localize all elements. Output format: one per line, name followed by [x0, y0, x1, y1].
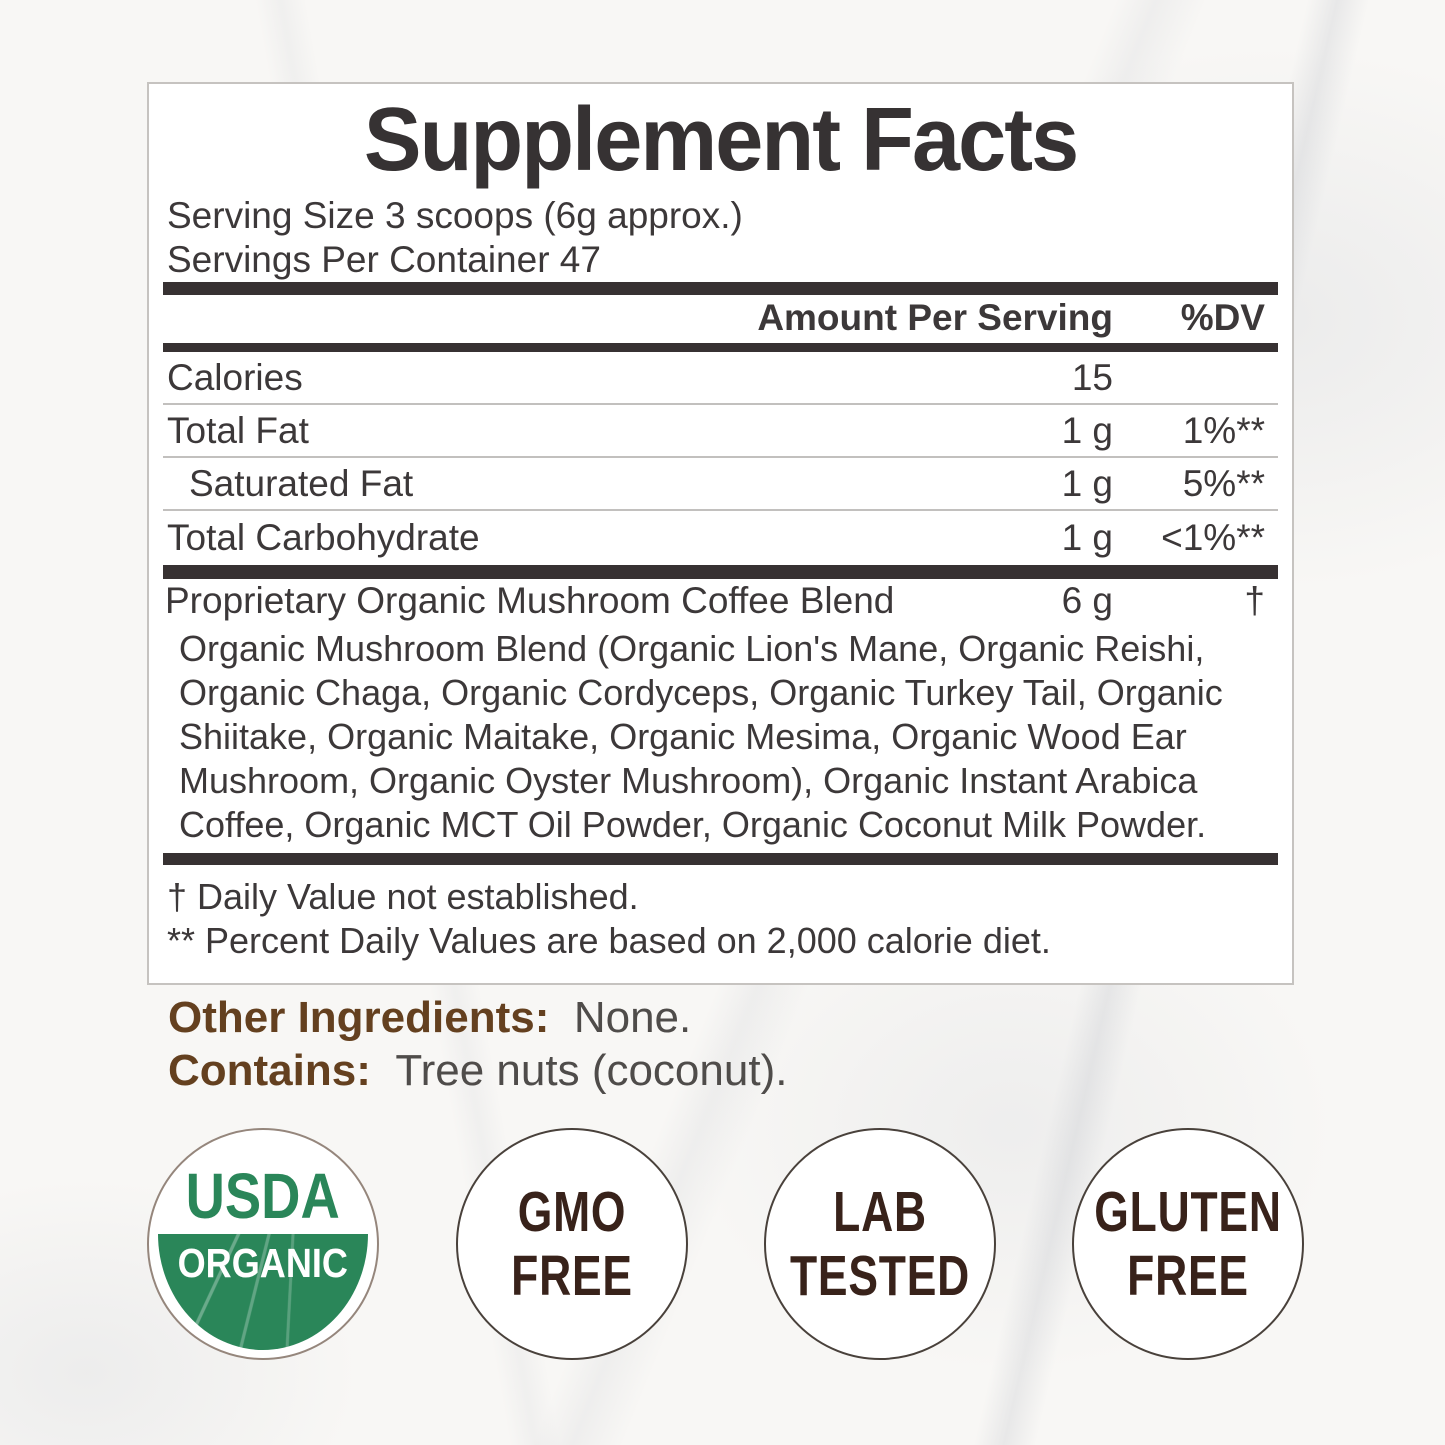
nutrient-row-calories: Calories 15 [163, 352, 1278, 405]
divider-bar-thick [163, 282, 1278, 295]
organic-wordmark: ORGANIC [177, 1240, 349, 1286]
column-header-amount: Amount Per Serving [757, 297, 1113, 338]
blend-ingredients: Organic Mushroom Blend (Organic Lion's M… [179, 628, 1223, 845]
servings-per-container: Servings Per Container 47 [167, 239, 601, 280]
other-ingredients-value: None. [573, 993, 692, 1042]
nutrient-amount: 1 g [1061, 517, 1113, 558]
nutrient-label: Saturated Fat [189, 462, 414, 504]
column-header-dv: %DV [1180, 297, 1265, 338]
supplement-facts-panel: Supplement Facts Serving Size 3 scoops (… [147, 82, 1294, 985]
column-header-row: Amount Per Serving %DV [163, 295, 1278, 343]
divider-bar-medium [163, 343, 1278, 352]
contains-line: Contains: Tree nuts (coconut). [168, 1046, 787, 1096]
nutrient-row-saturated-fat: Saturated Fat 1 g 5%** [163, 458, 1278, 511]
nutrient-row-total-fat: Total Fat 1 g 1%** [163, 405, 1278, 458]
lab-tested-badge: LAB TESTED [764, 1128, 996, 1360]
nutrient-row-total-carbohydrate: Total Carbohydrate 1 g <1%** [163, 511, 1278, 565]
nutrient-amount: 1 g [1061, 409, 1113, 451]
lab-tested-text: LAB TESTED [789, 1180, 971, 1308]
nutrient-amount: 1 g [1061, 462, 1113, 504]
nutrient-dv: 1%** [1182, 409, 1265, 451]
divider-bar-thick [163, 853, 1278, 865]
blend-dv-dagger: † [1244, 580, 1265, 621]
facts-title: Supplement Facts [163, 94, 1278, 186]
footnote-percent-dv: ** Percent Daily Values are based on 2,0… [167, 920, 1051, 961]
nutrient-dv: 5%** [1182, 462, 1265, 504]
usda-organic-badge: USDA ORGANIC [147, 1128, 379, 1360]
contains-value: Tree nuts (coconut). [395, 1046, 788, 1095]
usda-organic-green-field: ORGANIC [158, 1234, 368, 1350]
gmo-free-text: GMO FREE [511, 1180, 633, 1308]
nutrient-label: Total Fat [167, 409, 309, 451]
serving-size: Serving Size 3 scoops (6g approx.) [167, 195, 743, 236]
gmo-free-badge: GMO FREE [456, 1128, 688, 1360]
facts-title-text: Supplement Facts [363, 90, 1079, 190]
nutrient-label: Total Carbohydrate [167, 517, 480, 558]
nutrient-label: Calories [167, 356, 303, 398]
nutrient-dv: <1%** [1161, 517, 1265, 558]
divider-bar-thick [163, 565, 1278, 579]
other-ingredients-line: Other Ingredients: None. [168, 993, 691, 1043]
nutrient-amount: 15 [1071, 356, 1113, 398]
footnote-daily-value: † Daily Value not established. [167, 876, 639, 917]
other-ingredients-label: Other Ingredients: [168, 993, 550, 1042]
blend-label: Proprietary Organic Mushroom Coffee Blen… [165, 580, 895, 621]
gluten-free-text: GLUTEN FREE [1094, 1180, 1282, 1308]
contains-label: Contains: [168, 1046, 371, 1095]
gluten-free-badge: GLUTEN FREE [1072, 1128, 1304, 1360]
usda-wordmark: USDA [185, 1160, 341, 1232]
blend-amount: 6 g [1061, 580, 1113, 621]
proprietary-blend-row: Proprietary Organic Mushroom Coffee Blen… [163, 579, 1278, 623]
